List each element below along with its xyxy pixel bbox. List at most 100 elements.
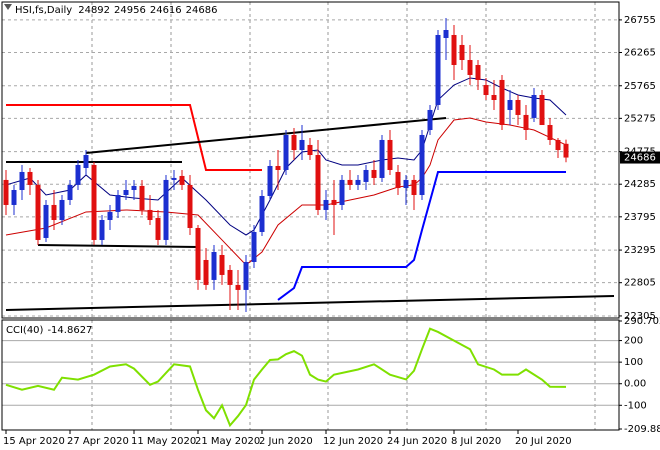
x-tick-label: 8 Jul 2020 <box>451 436 501 447</box>
main-panel-frame <box>1 1 620 319</box>
indicator-line <box>277 170 566 301</box>
candle-body <box>99 220 105 240</box>
candle-body <box>115 194 121 212</box>
candle-body <box>203 259 209 285</box>
candle-body <box>267 165 273 196</box>
x-tick-label: 27 Apr 2020 <box>67 436 129 447</box>
candle-body <box>123 190 129 195</box>
candle-body <box>475 65 481 80</box>
candle-body <box>323 199 329 210</box>
low: 24616 <box>150 5 182 16</box>
candle-body <box>435 34 441 105</box>
candle-body <box>235 284 241 290</box>
indicator-line <box>85 116 447 155</box>
candle-body <box>371 169 377 178</box>
y-tick-label: -209.886 <box>624 424 660 435</box>
candle-body <box>59 199 65 221</box>
candle-body <box>51 204 57 221</box>
y-tick-label: 26265 <box>624 47 656 58</box>
candle-body <box>155 218 161 240</box>
y-tick-label: -100 <box>624 400 647 411</box>
candle-body <box>411 179 417 195</box>
candle-body <box>107 211 113 221</box>
candle-body <box>163 179 169 240</box>
candle-body <box>451 34 457 66</box>
candle-body <box>227 269 233 285</box>
candle-body <box>171 177 177 180</box>
candle-body <box>35 184 41 240</box>
candle-body <box>499 79 505 126</box>
candle-body <box>515 99 521 115</box>
indicator-line <box>6 103 262 171</box>
candle-body <box>27 171 33 185</box>
x-tick-label: 12 Jun 2020 <box>323 436 383 447</box>
chart-title: HSI,fs,Daily 24892 24956 24616 24686 <box>15 5 217 16</box>
x-tick-label: 21 May 2020 <box>195 436 260 447</box>
candle-body <box>3 179 9 205</box>
candle-body <box>83 155 89 168</box>
candle-body <box>459 44 465 61</box>
x-tick-label: 20 Jul 2020 <box>515 436 572 447</box>
candle-body <box>427 109 433 130</box>
candle-body <box>539 95 545 126</box>
candle-body <box>387 139 393 170</box>
candle-body <box>467 60 473 75</box>
candle-body <box>379 139 385 178</box>
price-label: 24686 <box>624 153 656 164</box>
y-tick-label: 26755 <box>624 15 656 26</box>
candle-body <box>363 169 369 182</box>
candle-body <box>283 134 289 170</box>
candle-body <box>147 209 153 221</box>
candle-body <box>187 184 193 228</box>
candle-body <box>547 125 553 140</box>
candle-body <box>259 195 265 232</box>
y-tick-label: 23295 <box>624 245 656 256</box>
price-marker <box>620 151 660 164</box>
candle-body <box>555 139 561 151</box>
candle-body <box>11 190 17 205</box>
y-tick-label: 23795 <box>624 212 656 223</box>
candle-body <box>419 134 425 195</box>
close: 24686 <box>186 5 218 16</box>
candle-body <box>139 185 145 210</box>
symbol: HSI,fs,Daily <box>15 5 72 16</box>
x-tick-label: 15 Apr 2020 <box>3 436 65 447</box>
chart-icon <box>4 4 12 10</box>
candle-body <box>131 185 137 191</box>
plot-layer: 2675526265257652527524775242852379523295… <box>2 15 660 447</box>
cci-line <box>5 327 567 428</box>
candle-body <box>67 184 73 200</box>
candle-body <box>483 85 489 96</box>
high: 24956 <box>114 5 146 16</box>
candle-body <box>219 254 225 275</box>
candle-body <box>275 165 281 170</box>
candle-body <box>43 204 49 238</box>
open: 24892 <box>78 5 110 16</box>
y-tick-label: 25275 <box>624 113 656 124</box>
y-tick-label: 100 <box>624 357 643 368</box>
candle-body <box>299 139 305 151</box>
period-separators <box>91 2 596 430</box>
y-tick-label: 22805 <box>624 278 656 289</box>
candle-body <box>251 231 257 262</box>
x-tick-label: 24 Jun 2020 <box>387 436 447 447</box>
candle-body <box>531 95 537 118</box>
candle-body <box>347 179 353 185</box>
cci-panel-frame <box>1 319 620 431</box>
y-tick-label: 22305 <box>624 311 656 322</box>
candle-body <box>75 164 81 185</box>
y-tick-label: 290.7027 <box>624 316 660 327</box>
candle-body <box>523 114 529 130</box>
indicator-line <box>5 294 615 311</box>
y-tick-label: 200 <box>624 336 643 347</box>
candle-body <box>491 95 497 100</box>
candle-body <box>331 199 337 205</box>
candle-body <box>243 261 249 290</box>
candle-body <box>395 171 401 189</box>
y-tick-label: 0.00 <box>624 379 646 390</box>
candle-body <box>507 99 513 110</box>
y-tick-label: 24285 <box>624 179 656 190</box>
candle-body <box>339 179 345 205</box>
